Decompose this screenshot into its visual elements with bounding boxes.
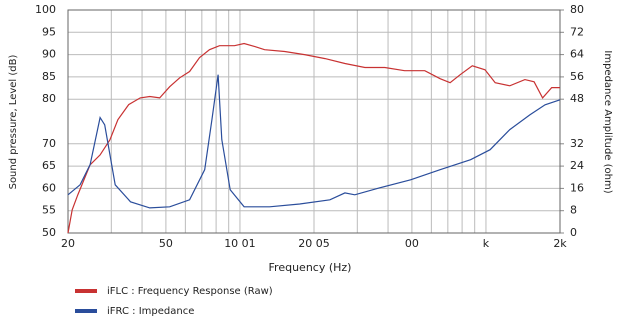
y2-axis-label: Impedance Amplitude (ohm) <box>602 50 613 193</box>
plot-frame <box>67 9 561 234</box>
y-tick-label: 100 <box>35 3 56 16</box>
series-line <box>67 42 560 234</box>
series-line <box>67 74 561 209</box>
y2-tick-label: 56 <box>570 70 584 83</box>
x-tick-label: 2k <box>553 237 567 250</box>
y2-tick-label: 32 <box>570 137 584 150</box>
legend-label: iFLC : Frequency Response (Raw) <box>107 286 273 297</box>
x-tick-label: 10 01 <box>224 237 256 250</box>
y-tick-label: 50 <box>42 226 56 239</box>
x-axis-label: Frequency (Hz) <box>269 261 352 274</box>
y2-tick-label: 64 <box>570 48 584 61</box>
legend-label: iFRC : Impedance <box>107 306 194 317</box>
y2-tick-label: 8 <box>570 204 577 217</box>
y2-tick-label: 48 <box>570 92 584 105</box>
y-tick-label: 90 <box>42 48 56 61</box>
y2-tick-label: 72 <box>570 25 584 38</box>
y-tick-label: 65 <box>42 159 56 172</box>
y2-tick-label: 24 <box>570 159 584 172</box>
y-tick-label: 85 <box>42 70 56 83</box>
x-tick-label: 20 05 <box>298 237 330 250</box>
x-tick-label: 20 <box>61 237 75 250</box>
y-tick-label: 70 <box>42 137 56 150</box>
y-tick-label: 60 <box>42 181 56 194</box>
y-axis-label: Sound pressure, Level (dB) <box>8 55 19 190</box>
y-tick-label: 80 <box>42 92 56 105</box>
x-tick-label: 50 <box>159 237 173 250</box>
y-tick-label: 95 <box>42 25 56 38</box>
y2-tick-label: 0 <box>570 226 577 239</box>
x-tick-label: 00 <box>405 237 419 250</box>
y2-tick-label: 80 <box>570 3 584 16</box>
y-tick-label: 55 <box>42 204 56 217</box>
x-tick-label: k <box>483 237 490 250</box>
y2-tick-label: 16 <box>570 181 584 194</box>
